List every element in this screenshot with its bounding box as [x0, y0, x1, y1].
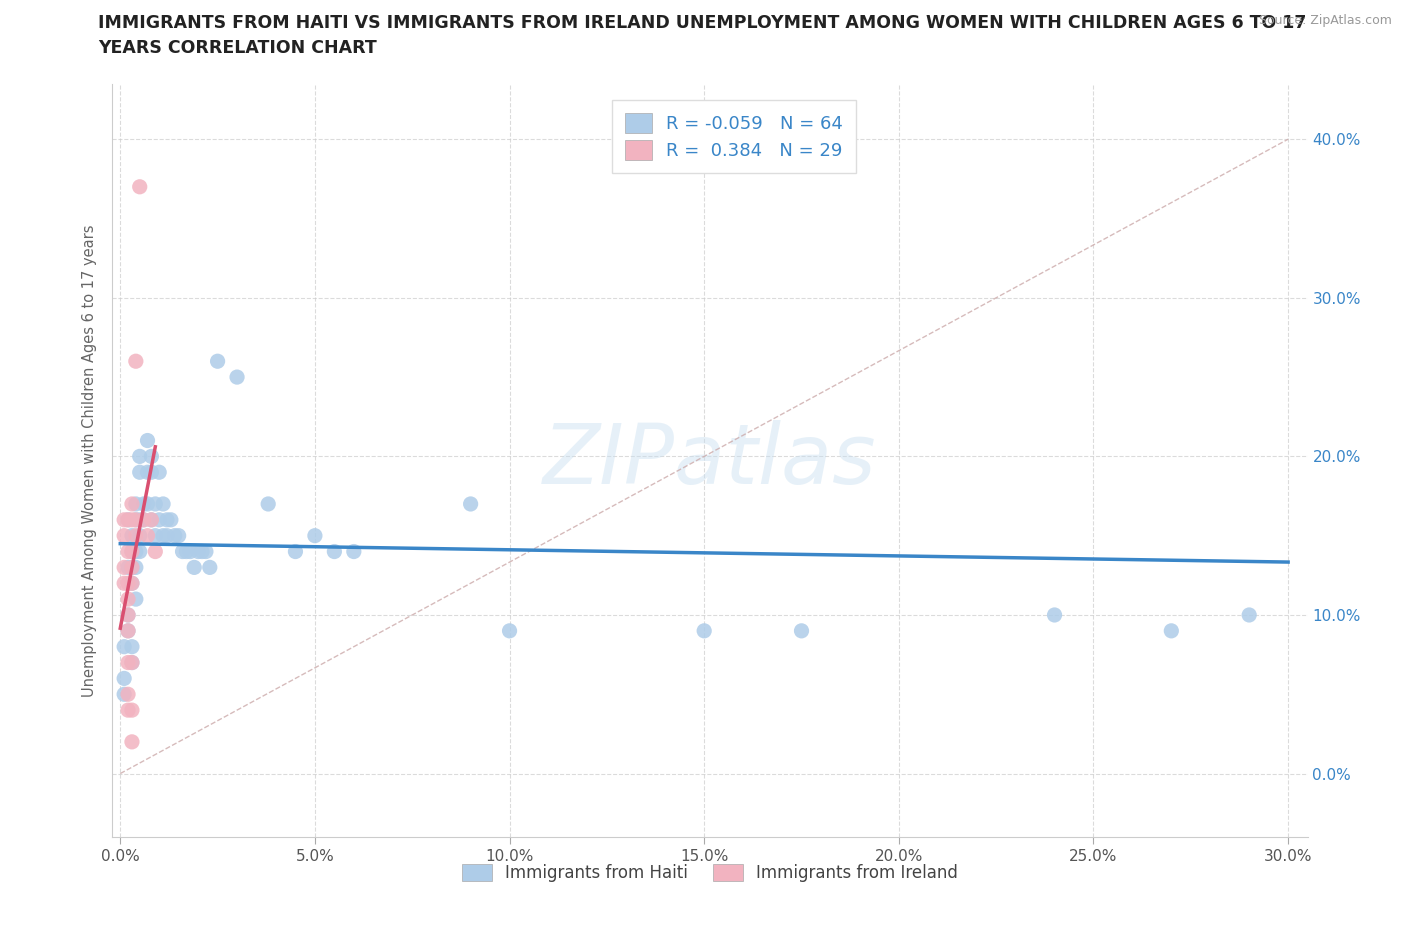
- Point: [198, 560, 221, 575]
- Point: [141, 465, 163, 480]
- Point: [121, 576, 143, 591]
- Point: [790, 623, 813, 638]
- Point: [152, 497, 174, 512]
- Point: [128, 449, 150, 464]
- Point: [1160, 623, 1182, 638]
- Point: [141, 449, 163, 464]
- Point: [143, 497, 166, 512]
- Point: [207, 353, 229, 368]
- Point: [132, 497, 155, 512]
- Point: [117, 655, 139, 670]
- Text: ZIPatlas: ZIPatlas: [543, 419, 877, 501]
- Point: [1043, 607, 1066, 622]
- Point: [121, 735, 143, 750]
- Point: [125, 353, 148, 368]
- Point: [125, 512, 148, 527]
- Point: [121, 528, 143, 543]
- Point: [117, 544, 139, 559]
- Point: [128, 465, 150, 480]
- Point: [257, 497, 280, 512]
- Point: [183, 560, 205, 575]
- Point: [187, 544, 209, 559]
- Point: [117, 607, 139, 622]
- Point: [117, 560, 139, 575]
- Point: [112, 671, 135, 685]
- Point: [121, 639, 143, 654]
- Point: [179, 544, 201, 559]
- Point: [117, 512, 139, 527]
- Point: [125, 544, 148, 559]
- Point: [194, 544, 217, 559]
- Point: [148, 465, 170, 480]
- Point: [693, 623, 716, 638]
- Point: [121, 497, 143, 512]
- Point: [125, 512, 148, 527]
- Point: [148, 512, 170, 527]
- Point: [141, 512, 163, 527]
- Point: [121, 655, 143, 670]
- Point: [156, 512, 179, 527]
- Point: [128, 528, 150, 543]
- Point: [226, 369, 249, 384]
- Point: [498, 623, 520, 638]
- Point: [136, 528, 159, 543]
- Point: [136, 465, 159, 480]
- Point: [112, 528, 135, 543]
- Point: [117, 687, 139, 702]
- Legend: Immigrants from Haiti, Immigrants from Ireland: Immigrants from Haiti, Immigrants from I…: [456, 857, 965, 889]
- Y-axis label: Unemployment Among Women with Children Ages 6 to 17 years: Unemployment Among Women with Children A…: [82, 224, 97, 697]
- Point: [121, 560, 143, 575]
- Point: [160, 512, 183, 527]
- Point: [121, 544, 143, 559]
- Point: [121, 560, 143, 575]
- Text: Source: ZipAtlas.com: Source: ZipAtlas.com: [1258, 14, 1392, 27]
- Point: [117, 623, 139, 638]
- Point: [172, 544, 194, 559]
- Point: [128, 179, 150, 194]
- Point: [112, 687, 135, 702]
- Point: [121, 655, 143, 670]
- Point: [125, 497, 148, 512]
- Point: [191, 544, 214, 559]
- Point: [117, 703, 139, 718]
- Point: [176, 544, 198, 559]
- Point: [132, 512, 155, 527]
- Text: IMMIGRANTS FROM HAITI VS IMMIGRANTS FROM IRELAND UNEMPLOYMENT AMONG WOMEN WITH C: IMMIGRANTS FROM HAITI VS IMMIGRANTS FROM…: [98, 14, 1306, 32]
- Point: [112, 560, 135, 575]
- Point: [128, 544, 150, 559]
- Point: [125, 528, 148, 543]
- Point: [460, 497, 482, 512]
- Point: [156, 528, 179, 543]
- Point: [163, 528, 186, 543]
- Point: [125, 591, 148, 606]
- Point: [117, 607, 139, 622]
- Point: [112, 639, 135, 654]
- Point: [167, 528, 190, 543]
- Point: [152, 528, 174, 543]
- Point: [128, 512, 150, 527]
- Point: [1237, 607, 1260, 622]
- Point: [136, 497, 159, 512]
- Text: YEARS CORRELATION CHART: YEARS CORRELATION CHART: [98, 39, 377, 57]
- Point: [121, 576, 143, 591]
- Point: [136, 433, 159, 448]
- Point: [343, 544, 366, 559]
- Point: [121, 512, 143, 527]
- Point: [323, 544, 346, 559]
- Point: [304, 528, 326, 543]
- Point: [143, 528, 166, 543]
- Point: [117, 623, 139, 638]
- Point: [112, 512, 135, 527]
- Point: [141, 512, 163, 527]
- Point: [121, 703, 143, 718]
- Point: [112, 576, 135, 591]
- Point: [121, 544, 143, 559]
- Point: [117, 591, 139, 606]
- Point: [125, 560, 148, 575]
- Point: [117, 512, 139, 527]
- Point: [117, 576, 139, 591]
- Point: [143, 544, 166, 559]
- Point: [132, 512, 155, 527]
- Point: [284, 544, 307, 559]
